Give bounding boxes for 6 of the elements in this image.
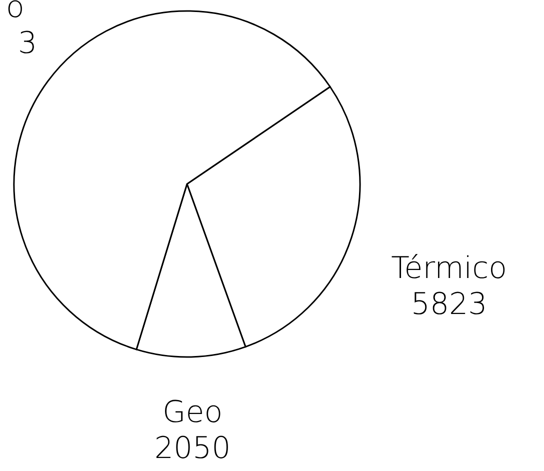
slice-label: Geo xyxy=(162,395,223,430)
data-label: 5823 xyxy=(410,287,488,322)
data-label: 2050 xyxy=(154,431,231,466)
text: 3 xyxy=(18,26,38,61)
text: o xyxy=(6,0,24,25)
slice-label: Térmico xyxy=(391,251,507,286)
